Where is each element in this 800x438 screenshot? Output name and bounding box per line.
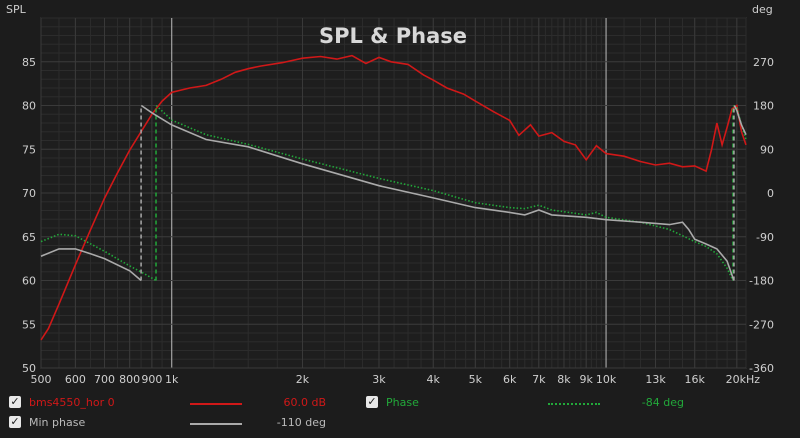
x-tick-label: 1k: [165, 373, 179, 386]
x-tick-label: 900: [141, 373, 162, 386]
legend-row-spl: ✓ bms4550_hor 0 60.0 dB ✓ Phase -84 deg: [0, 392, 800, 412]
grid: [40, 17, 747, 369]
y-tick-label-left: 55: [22, 318, 36, 331]
series-phase: [733, 104, 747, 140]
series-phase: [40, 233, 157, 282]
y-tick-label-right: 180: [753, 100, 774, 113]
x-tick-label: 700: [94, 373, 115, 386]
x-tick-label: 7k: [532, 373, 546, 386]
x-tick-label: 16k: [685, 373, 706, 386]
x-tick-label: 600: [65, 373, 86, 386]
y-tick-label-left: 80: [22, 100, 36, 113]
spl-checkbox[interactable]: ✓: [9, 395, 21, 408]
series-bms4550-hor-0: [40, 54, 747, 341]
legend-minphase-name: Min phase: [29, 416, 86, 429]
chart-title: SPL & Phase: [319, 24, 467, 48]
y-tick-label-left: 75: [22, 143, 36, 156]
y-tick-label-left: 65: [22, 231, 36, 244]
y-tick-label-left: 50: [22, 362, 36, 375]
x-tick-label: 3k: [372, 373, 386, 386]
legend-minphase-swatch: [190, 423, 242, 425]
x-tick-label: 800: [119, 373, 140, 386]
legend-phase-value: -84 deg: [641, 396, 684, 409]
y-tick-label-left: 85: [22, 56, 36, 69]
y-axis-label-left: SPL: [6, 3, 27, 16]
legend: ✓ bms4550_hor 0 60.0 dB ✓ Phase -84 deg …: [0, 390, 800, 438]
y-axis-label-right: deg: [752, 3, 773, 16]
x-tick-label: 6k: [503, 373, 517, 386]
minphase-checkbox[interactable]: ✓: [9, 415, 21, 428]
series-min-phase: [733, 105, 747, 136]
legend-phase-swatch: [548, 403, 600, 405]
series-layer: [40, 54, 747, 341]
axes: 500 600 700 800 900 1k 2k 3k 4k 5k 6k 7k 8k 9k 10k 13k 1…: [22, 56, 774, 386]
x-tick-label: 13k: [645, 373, 666, 386]
series-min-phase: [140, 104, 735, 281]
series-phase: [155, 104, 734, 281]
y-tick-label-right: 270: [753, 56, 774, 69]
x-tick-label: 5k: [469, 373, 483, 386]
y-tick-label-right: 90: [760, 143, 774, 156]
x-tick-label: 2k: [296, 373, 310, 386]
legend-spl-value: 60.0 dB: [283, 396, 326, 409]
x-tick-label: 8k: [557, 373, 571, 386]
x-tick-label: 9k: [579, 373, 593, 386]
x-tick-label: 500: [31, 373, 52, 386]
legend-row-minphase: ✓ Min phase -110 deg: [0, 412, 800, 432]
legend-spl-name: bms4550_hor 0: [29, 396, 115, 409]
y-tick-label-right: 0: [767, 187, 774, 200]
legend-spl-swatch: [190, 403, 242, 405]
series-min-phase: [40, 248, 142, 282]
y-tick-label-right: -270: [749, 318, 774, 331]
x-tick-label: 10k: [596, 373, 617, 386]
y-tick-label-right: -90: [756, 231, 774, 244]
y-tick-label-left: 60: [22, 275, 36, 288]
legend-phase-name: Phase: [386, 396, 419, 409]
x-tick-label: 20kHz: [726, 373, 761, 386]
x-tick-label: 4k: [427, 373, 441, 386]
y-tick-label-right: -180: [749, 275, 774, 288]
y-tick-label-left: 70: [22, 187, 36, 200]
legend-minphase-value: -110 deg: [276, 416, 326, 429]
phase-checkbox[interactable]: ✓: [366, 395, 378, 408]
y-tick-label-right: -360: [749, 362, 774, 375]
